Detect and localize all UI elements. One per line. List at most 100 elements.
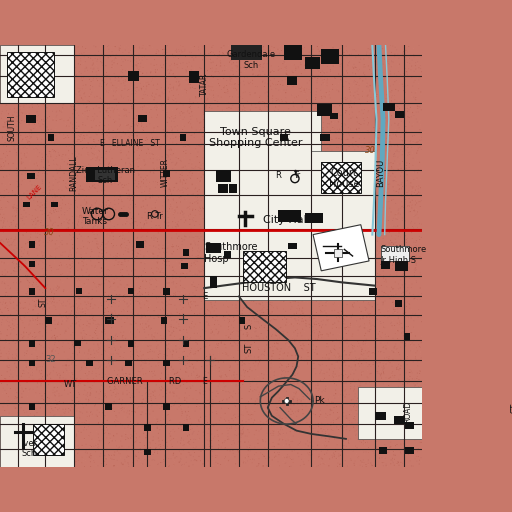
Point [96,108,104,116]
Point [191,234,200,242]
Point [0,79,5,88]
Point [140,455,148,463]
Point [330,125,338,133]
Text: Water
Tanks: Water Tanks [81,207,108,226]
Point [284,223,292,231]
Point [141,260,149,268]
Point [52,429,60,437]
Point [126,370,134,378]
Point [63,425,71,433]
Point [216,141,224,150]
Point [196,267,204,275]
Point [322,233,330,242]
Point [411,186,419,194]
Point [45,150,53,158]
Point [134,367,142,375]
Point [291,256,300,264]
Point [172,291,180,299]
Point [341,121,349,129]
Point [360,258,369,266]
Point [291,337,300,345]
Point [317,333,326,342]
Point [298,119,307,127]
Point [368,59,376,67]
Point [145,190,154,199]
Point [242,142,250,150]
Point [86,134,94,142]
Point [200,403,208,412]
Point [98,302,106,310]
Point [69,180,77,188]
Point [36,286,44,294]
Point [338,370,346,378]
Point [0,403,7,411]
Point [288,225,296,233]
Point [414,428,422,436]
Point [335,355,343,364]
Point [386,138,394,146]
Point [3,200,11,208]
Point [201,393,209,401]
Point [321,217,329,225]
Point [303,112,311,120]
Point [94,430,102,438]
Point [417,60,425,69]
Point [108,401,116,410]
Point [211,174,219,182]
Point [29,280,37,288]
Point [125,50,133,58]
Point [110,253,118,261]
Point [407,340,415,349]
Point [264,244,272,252]
Point [27,252,35,260]
Point [294,336,302,345]
Point [244,78,252,87]
Point [13,409,22,417]
Point [13,144,22,153]
Point [153,206,161,215]
Point [224,236,232,244]
Point [71,437,79,445]
Point [217,62,225,70]
Point [178,48,186,56]
Point [416,73,424,81]
Point [62,80,71,89]
Point [296,126,304,134]
Point [355,214,363,222]
Point [133,61,141,69]
Point [27,459,35,467]
Point [404,149,413,157]
Point [4,191,12,200]
Point [375,422,383,431]
Point [73,185,81,194]
Point [83,244,92,252]
Point [168,353,176,361]
Point [271,418,279,426]
Point [378,158,386,166]
Point [31,239,39,247]
Point [157,369,165,377]
Point [108,332,116,340]
Point [154,178,162,186]
Point [403,81,412,90]
Point [153,267,161,275]
Point [340,358,349,366]
Point [2,375,10,383]
Point [350,92,358,100]
Point [55,356,63,364]
Point [106,384,115,392]
Point [416,103,424,111]
Point [372,103,380,111]
Point [255,184,263,192]
Point [72,90,80,98]
Point [254,285,262,293]
Point [115,409,123,417]
Point [319,190,328,199]
Point [78,324,87,332]
Point [112,50,120,58]
Point [334,70,343,78]
Point [359,440,368,448]
Point [93,112,101,120]
Point [280,65,288,73]
Point [166,226,174,234]
